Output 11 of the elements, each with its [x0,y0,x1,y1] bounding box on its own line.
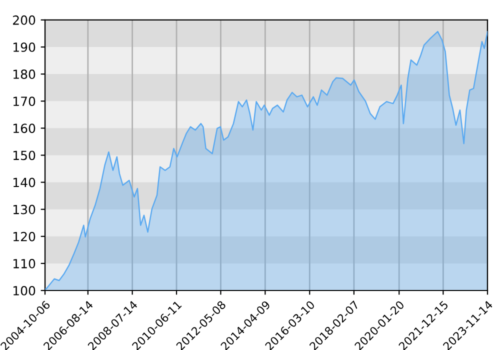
y-tick-label: 180 [13,70,36,79]
y-tick-label: 190 [13,42,36,52]
y-tick-label: 170 [13,96,36,106]
y-tick-label: 160 [13,124,36,134]
y-tick-label: 100 [13,286,36,296]
y-tick-label: 140 [13,178,36,188]
y-tick-label: 200 [13,15,36,25]
y-tick-label: 120 [13,232,36,242]
y-tick-label: 130 [13,204,36,214]
y-tick-label: 110 [13,258,36,268]
y-tick-label: 150 [13,150,36,160]
